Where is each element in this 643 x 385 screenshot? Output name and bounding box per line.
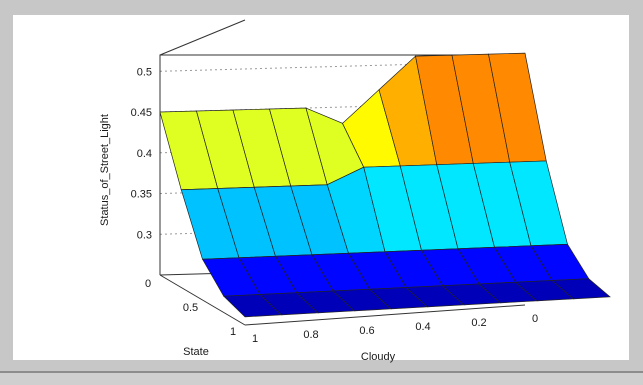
axes-edge-top-left bbox=[159, 19, 246, 56]
axis-line-cloudy bbox=[244, 304, 526, 326]
surface-mesh bbox=[159, 52, 611, 318]
x-tick-label: 0 bbox=[532, 313, 538, 325]
x-tick-label: 0.4 bbox=[415, 321, 430, 333]
y-tick-label: 1 bbox=[230, 326, 236, 338]
x-axis-label: Cloudy bbox=[361, 351, 396, 363]
z-tick-label: 0.4 bbox=[137, 148, 152, 160]
x-tick-label: 0.8 bbox=[303, 329, 318, 341]
surface-patch bbox=[551, 278, 611, 300]
x-tick-label: 0.2 bbox=[471, 317, 486, 329]
axis-line-state bbox=[159, 274, 246, 326]
axes-front bbox=[159, 55, 526, 326]
y-tick-label: 0 bbox=[145, 278, 151, 290]
window-bottom-bar bbox=[0, 371, 643, 385]
z-axis-label: Status_of_Street_Light bbox=[99, 114, 111, 226]
z-tick-label: 0.5 bbox=[137, 66, 152, 78]
grid-line bbox=[159, 60, 526, 72]
z-tick-label: 0.45 bbox=[131, 107, 152, 119]
y-tick-label: 0.5 bbox=[183, 302, 198, 314]
y-axis-label: State bbox=[183, 346, 209, 358]
z-tick-label: 0.35 bbox=[131, 189, 152, 201]
z-tick-labels: 0.3 0.35 0.4 0.45 0.5 bbox=[131, 66, 152, 241]
z-tick-label: 0.3 bbox=[137, 229, 152, 241]
x-tick-label: 0.6 bbox=[359, 325, 374, 337]
x-tick-labels: 1 0.8 0.6 0.4 0.2 0 bbox=[252, 313, 538, 345]
x-tick-label: 1 bbox=[252, 333, 258, 345]
y-tick-labels: 00.51 bbox=[145, 278, 236, 338]
